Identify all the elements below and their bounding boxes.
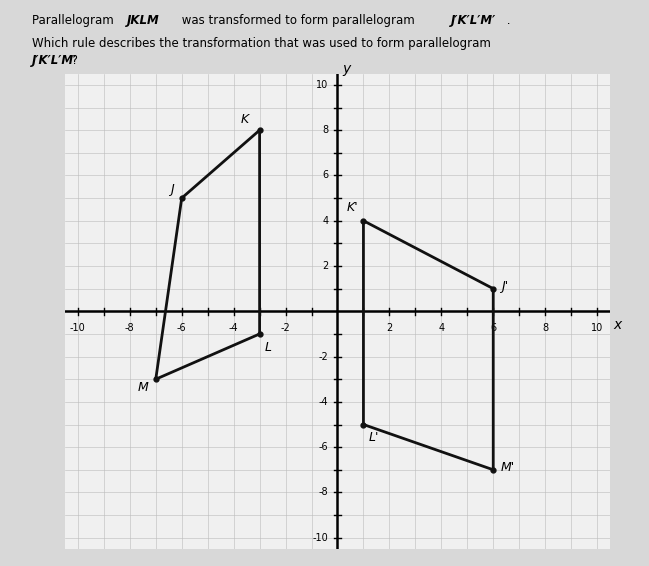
Text: L: L — [265, 341, 272, 354]
Text: 10: 10 — [591, 323, 603, 333]
Text: -8: -8 — [319, 487, 328, 498]
Text: .: . — [503, 14, 511, 27]
Text: -4: -4 — [319, 397, 328, 407]
Text: J′K′L′M′: J′K′L′M′ — [451, 14, 496, 27]
Text: 8: 8 — [542, 323, 548, 333]
Text: J': J' — [501, 280, 508, 293]
Text: M': M' — [501, 461, 515, 474]
Text: 2: 2 — [322, 261, 328, 271]
Text: y: y — [343, 62, 350, 76]
Text: 4: 4 — [323, 216, 328, 226]
Text: ?: ? — [68, 54, 78, 67]
Text: -2: -2 — [319, 351, 328, 362]
Text: Which rule describes the transformation that was used to form parallelogram: Which rule describes the transformation … — [32, 37, 495, 50]
Text: was transformed to form parallelogram: was transformed to form parallelogram — [178, 14, 419, 27]
Text: -6: -6 — [177, 323, 186, 333]
Text: J′K′L′M′: J′K′L′M′ — [32, 54, 78, 67]
Text: -10: -10 — [313, 533, 328, 543]
Text: Parallelogram: Parallelogram — [32, 14, 118, 27]
Text: J: J — [170, 183, 174, 196]
Text: 6: 6 — [490, 323, 496, 333]
Text: K': K' — [347, 201, 358, 214]
Text: 6: 6 — [323, 170, 328, 181]
Text: K: K — [241, 113, 249, 126]
Text: -2: -2 — [280, 323, 291, 333]
Text: 10: 10 — [316, 80, 328, 90]
Text: 8: 8 — [323, 125, 328, 135]
Text: 2: 2 — [386, 323, 393, 333]
Text: 4: 4 — [438, 323, 445, 333]
Text: x: x — [614, 318, 622, 332]
Text: -6: -6 — [319, 442, 328, 452]
Text: -8: -8 — [125, 323, 134, 333]
Text: JKLM: JKLM — [127, 14, 159, 27]
Text: M: M — [137, 381, 148, 395]
Text: -4: -4 — [229, 323, 238, 333]
Text: -10: -10 — [70, 323, 86, 333]
Text: L': L' — [369, 431, 379, 444]
